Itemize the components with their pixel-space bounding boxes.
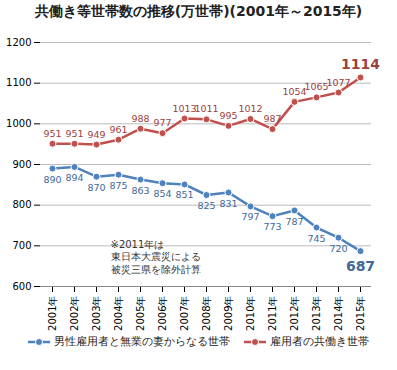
svg-text:900: 900 [12, 159, 31, 170]
svg-text:870: 870 [87, 182, 105, 193]
svg-text:961: 961 [109, 124, 127, 135]
svg-text:977: 977 [153, 117, 171, 128]
svg-text:2003年: 2003年 [91, 296, 102, 331]
svg-text:2015年: 2015年 [355, 296, 366, 331]
html-text:雇用者の共働き世帯: 雇用者の共働き世帯 [270, 335, 369, 347]
svg-text:988: 988 [131, 113, 149, 124]
svg-text:1114: 1114 [341, 56, 380, 72]
svg-text:797: 797 [241, 211, 259, 222]
svg-text:1200: 1200 [6, 37, 31, 48]
svg-text:1000: 1000 [6, 118, 31, 129]
svg-text:1013: 1013 [172, 103, 196, 114]
svg-text:600: 600 [12, 281, 31, 292]
svg-text:1054: 1054 [282, 86, 306, 97]
svg-text:2007年: 2007年 [179, 296, 190, 331]
svg-text:875: 875 [109, 180, 127, 191]
svg-text:2012年: 2012年 [289, 296, 300, 331]
svg-text:2004年: 2004年 [113, 296, 124, 331]
svg-text:2001年: 2001年 [47, 296, 58, 331]
svg-text:949: 949 [87, 129, 105, 140]
svg-text:2006年: 2006年 [157, 296, 168, 331]
html-text:男性雇用者と無業の妻からなる世帯: 男性雇用者と無業の妻からなる世帯 [54, 335, 230, 347]
svg-text:951: 951 [65, 128, 83, 139]
svg-text:2009年: 2009年 [223, 296, 234, 331]
svg-text:800: 800 [12, 199, 31, 210]
svg-text:995: 995 [219, 110, 237, 121]
html-text:共働き等世帯数の推移(万世帯)(2001年～2015年): 共働き等世帯数の推移(万世帯)(2001年～2015年) [34, 3, 363, 19]
svg-text:※2011年は東日本大震災による被災三県を除外計算: ※2011年は東日本大震災による被災三県を除外計算 [111, 239, 201, 275]
svg-text:2010年: 2010年 [245, 296, 256, 331]
svg-text:854: 854 [153, 188, 171, 199]
svg-text:773: 773 [263, 221, 281, 232]
svg-text:890: 890 [43, 174, 61, 185]
svg-text:2011年: 2011年 [267, 296, 278, 331]
svg-text:720: 720 [329, 243, 347, 254]
svg-text:987: 987 [263, 113, 281, 124]
svg-text:1011: 1011 [194, 103, 218, 114]
svg-text:787: 787 [285, 215, 303, 226]
svg-text:951: 951 [43, 128, 61, 139]
svg-text:831: 831 [219, 198, 237, 209]
svg-text:2002年: 2002年 [69, 296, 80, 331]
svg-text:1077: 1077 [326, 77, 350, 88]
svg-text:894: 894 [65, 172, 83, 183]
svg-text:851: 851 [175, 189, 193, 200]
svg-text:2005年: 2005年 [135, 296, 146, 331]
svg-text:1100: 1100 [6, 77, 31, 88]
svg-text:687: 687 [346, 258, 375, 274]
svg-text:2013年: 2013年 [311, 296, 322, 331]
svg-text:2014年: 2014年 [333, 296, 344, 331]
svg-text:863: 863 [131, 185, 149, 196]
svg-text:1012: 1012 [238, 103, 262, 114]
svg-text:700: 700 [12, 240, 31, 251]
svg-text:2008年: 2008年 [201, 296, 212, 331]
svg-text:745: 745 [307, 233, 325, 244]
svg-text:1065: 1065 [304, 81, 328, 92]
svg-text:825: 825 [197, 200, 215, 211]
